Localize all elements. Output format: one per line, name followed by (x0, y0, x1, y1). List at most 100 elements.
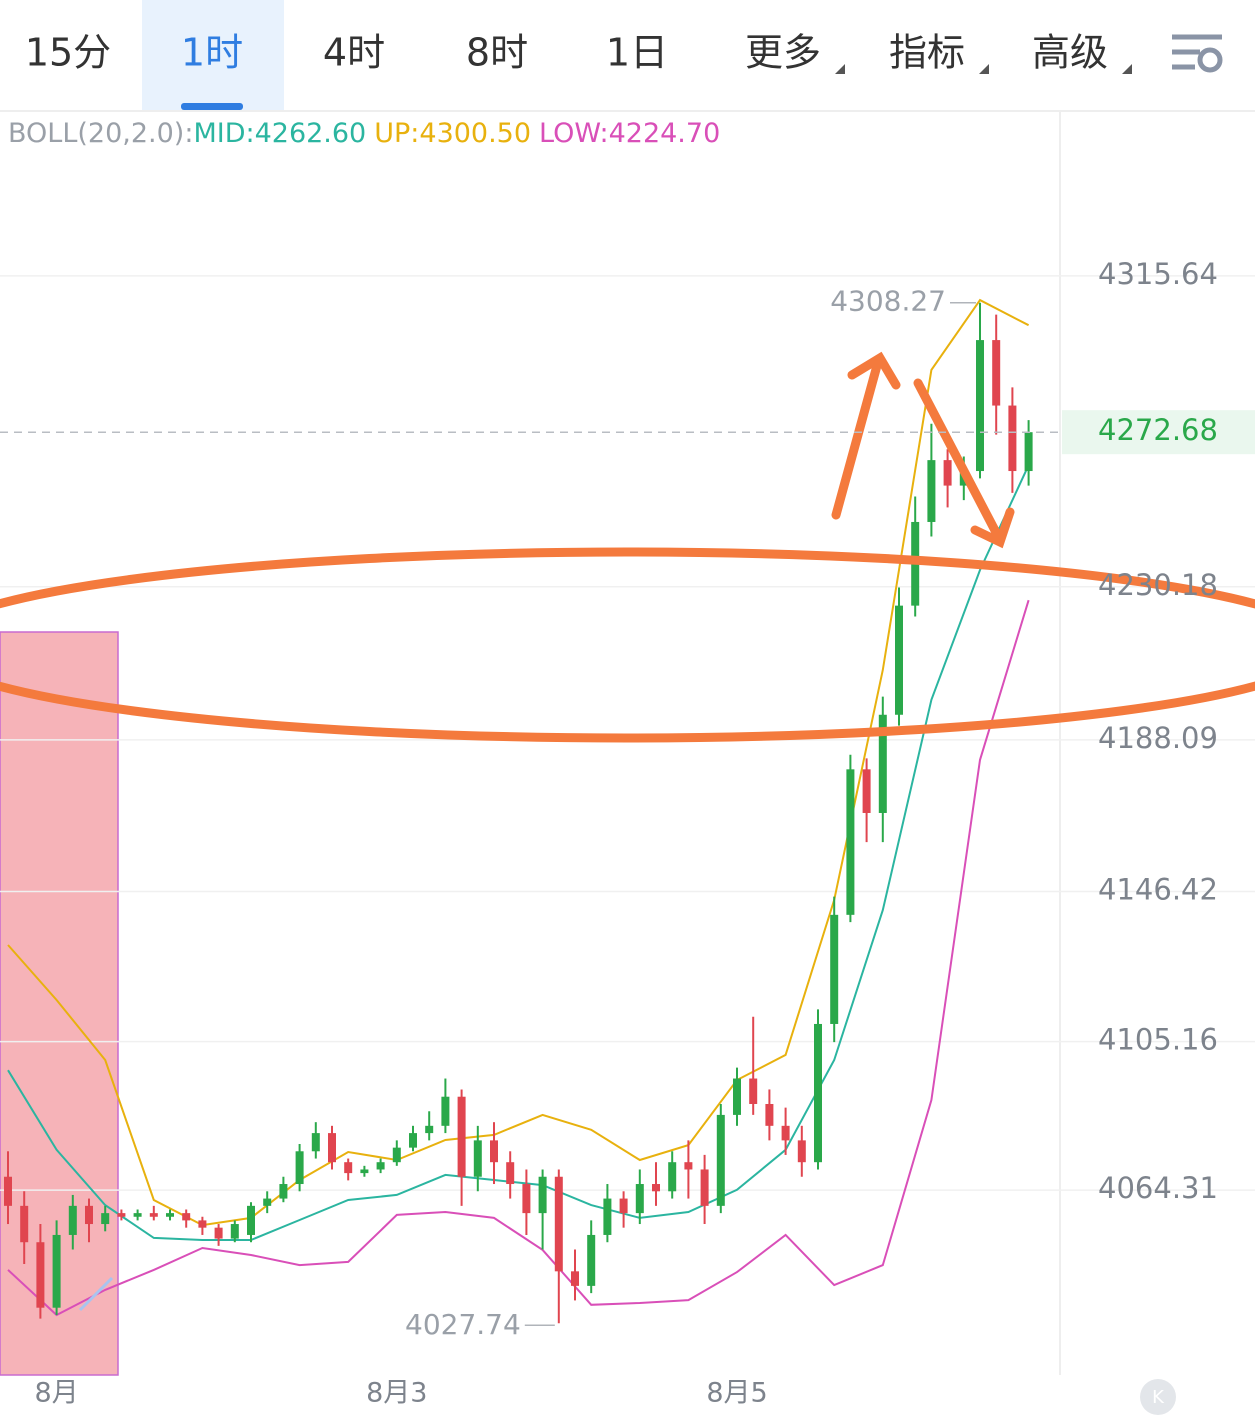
candle-body (279, 1184, 288, 1199)
candle-body (619, 1198, 628, 1214)
plot-area (0, 275, 1255, 1324)
candle-body (895, 605, 903, 715)
candle-body (830, 914, 839, 1024)
tab[interactable]: 1日 (606, 31, 668, 75)
x-tick-label: 8月3 (366, 1378, 427, 1409)
candle-body (814, 1023, 822, 1163)
candle-body (684, 1162, 693, 1170)
candle-body (52, 1234, 61, 1308)
tab[interactable]: 8时 (466, 31, 528, 75)
tab[interactable]: 指标 (889, 31, 965, 75)
candle-body (149, 1213, 158, 1217)
x-tick-label: 8月 (35, 1378, 79, 1409)
candle-body (976, 340, 984, 472)
candle-body (506, 1162, 515, 1185)
scroll-button[interactable] (1140, 1379, 1176, 1415)
candle-body (133, 1213, 142, 1217)
candle-body (328, 1133, 336, 1163)
indicator-value: UP:4300.50 (374, 118, 531, 149)
candle-body (1008, 405, 1017, 472)
settings-icon[interactable] (1172, 34, 1223, 73)
tab[interactable]: 4时 (323, 31, 385, 75)
hand-annotations (0, 351, 1255, 743)
candle-body (457, 1096, 466, 1177)
tab[interactable]: 更多 (745, 31, 821, 75)
indicator-header: BOLL(20,2.0):MID:4262.60 UP:4300.50 LOW:42… (8, 118, 720, 149)
dropdown-caret (1122, 64, 1132, 74)
icon-gear (1197, 47, 1223, 73)
candle-body (214, 1227, 223, 1239)
last-price-label: 4272.68 (1098, 413, 1218, 447)
candle-body (85, 1205, 93, 1225)
candle-body (490, 1140, 498, 1163)
candle-body (797, 1140, 806, 1163)
candle-body (878, 714, 887, 813)
expand-icon[interactable] (78, 1276, 114, 1312)
y-tick-label: 4146.42 (1098, 872, 1218, 906)
candle-body (862, 769, 871, 813)
candle-body (230, 1224, 239, 1239)
candle-body (166, 1213, 174, 1217)
candle-body (846, 769, 855, 915)
candle-body (182, 1213, 191, 1221)
x-tick-label: 8月5 (706, 1378, 767, 1409)
dropdown-caret (979, 64, 989, 74)
bollinger-line (7, 464, 1030, 1241)
candle-body (295, 1151, 304, 1185)
candle-body (652, 1184, 660, 1192)
candle-body (522, 1184, 531, 1214)
indicator-value: LOW:4224.70 (539, 118, 720, 149)
tab[interactable]: 1时 (181, 31, 243, 75)
candle-body (101, 1213, 110, 1225)
candle-body (554, 1176, 563, 1272)
indicator-value: MID:4262.60 (193, 118, 366, 149)
candle-body (538, 1176, 547, 1214)
min-label: 4027.74 (405, 1308, 521, 1341)
y-tick-label: 4230.18 (1098, 568, 1218, 602)
candle-body (68, 1205, 77, 1235)
dropdown-caret (835, 64, 845, 74)
candle-body (20, 1205, 29, 1243)
annotation-arrow-down (913, 378, 1015, 549)
candle-body (927, 460, 936, 522)
last-price-box (1062, 410, 1255, 455)
tab[interactable]: 高级 (1032, 31, 1108, 75)
candle-body (473, 1140, 482, 1177)
candle-body (587, 1234, 596, 1286)
candle-body (263, 1198, 272, 1206)
candle-body (198, 1220, 207, 1228)
active-tab-bg (142, 0, 284, 110)
indicator-label: BOLL(20,2.0): (8, 118, 193, 149)
candle-body (1024, 432, 1033, 472)
candle-body (992, 340, 1001, 406)
candle-body (781, 1125, 790, 1141)
y-tick-label: 4105.16 (1098, 1023, 1218, 1057)
y-tick-label: 4064.31 (1098, 1171, 1218, 1205)
active-tab-underline (181, 103, 243, 110)
candle-body (765, 1103, 774, 1126)
candle-body (360, 1169, 369, 1174)
candle-body (943, 460, 952, 486)
icon-line (78, 1276, 114, 1312)
candle-body (117, 1213, 126, 1217)
bollinger-line (7, 599, 1030, 1317)
candle-body (344, 1162, 353, 1174)
candle-body (392, 1147, 401, 1163)
candle-body (247, 1205, 255, 1235)
annotation-arrow-up (831, 351, 901, 520)
candle-body (668, 1162, 677, 1192)
candle-body (409, 1133, 417, 1148)
tab[interactable]: 15分 (25, 31, 111, 75)
candle-body (4, 1176, 12, 1206)
scroll-icon: K (1152, 1387, 1165, 1408)
candle-body (36, 1242, 45, 1308)
max-label: 4308.27 (830, 285, 946, 318)
candle-body (441, 1096, 450, 1126)
candle-body (700, 1169, 709, 1206)
candle-body (749, 1078, 758, 1104)
y-tick-label: 4188.09 (1098, 721, 1218, 755)
annotation-ellipse (0, 547, 1255, 743)
candle-body (716, 1114, 725, 1206)
